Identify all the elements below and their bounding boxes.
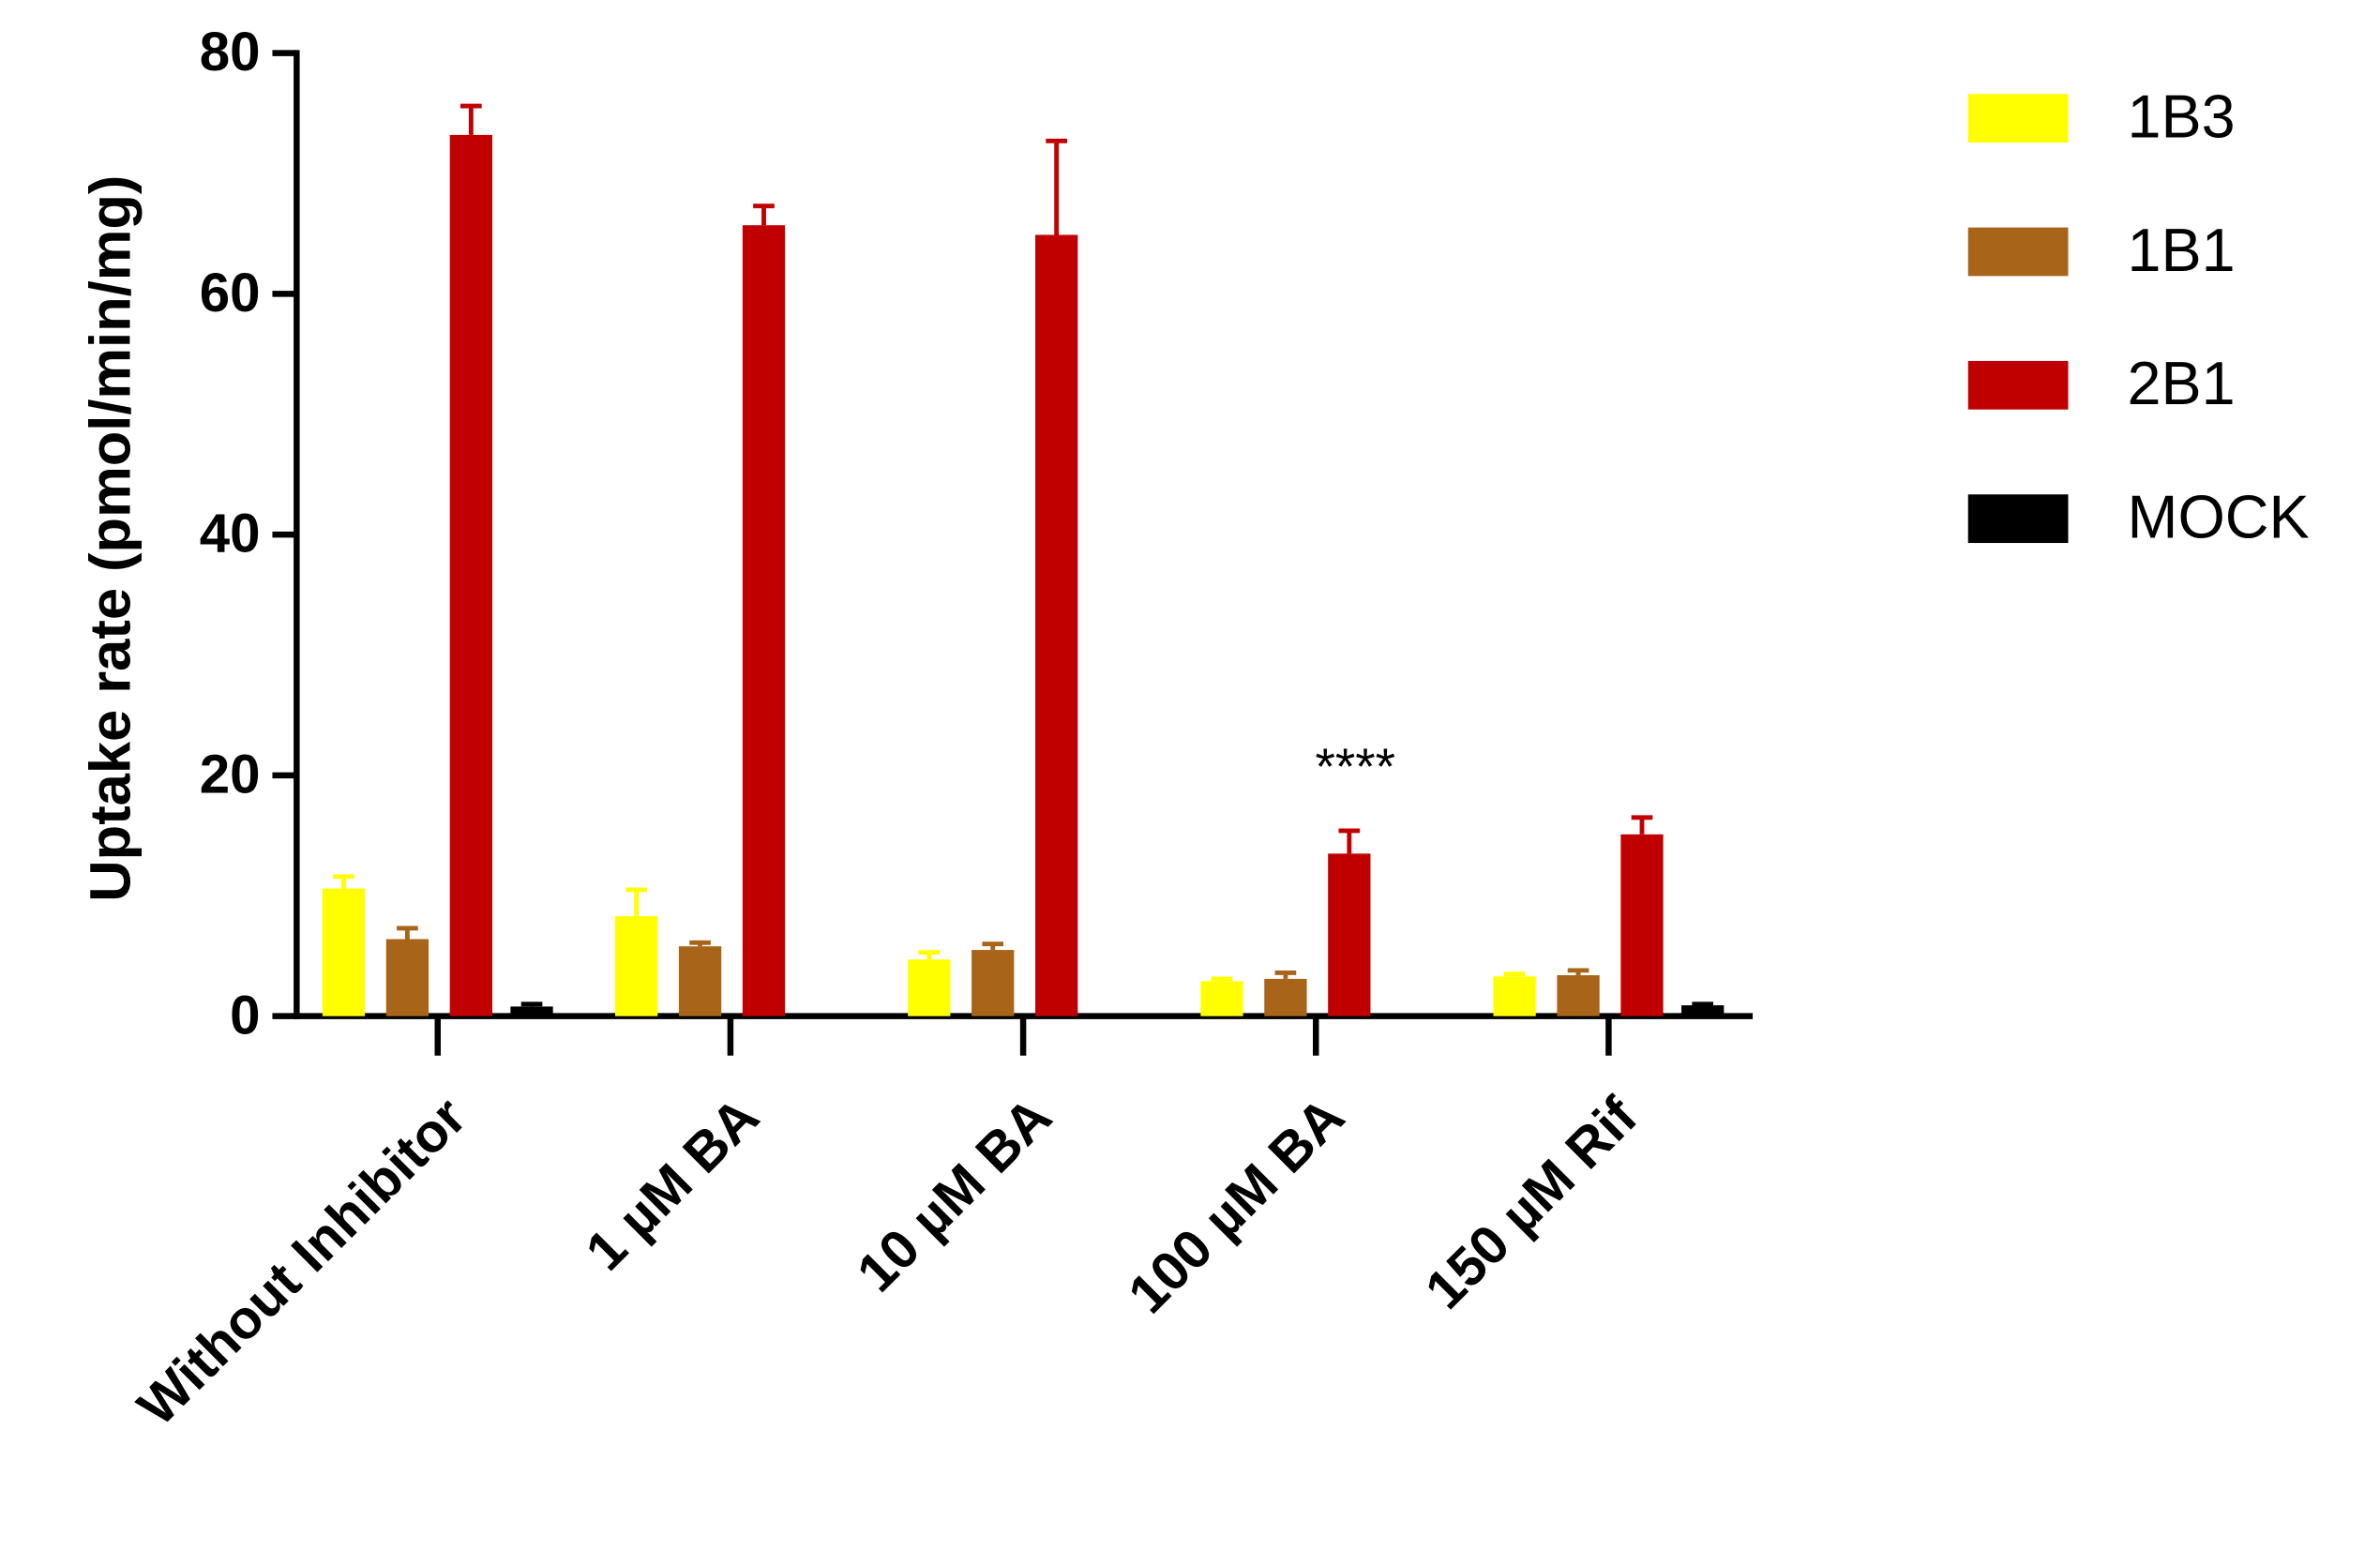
bar [1035, 234, 1078, 1016]
error-bar [397, 925, 418, 940]
bar [1493, 976, 1536, 1016]
y-tick-label: 0 [230, 985, 260, 1046]
error-bar [1631, 815, 1653, 835]
error-bar [1338, 828, 1361, 854]
bar [1328, 853, 1371, 1016]
x-tick-label: 10 µM BA [846, 1086, 1063, 1303]
bar [510, 1006, 553, 1016]
bar [1557, 975, 1600, 1016]
legend-label: 1B3 [2128, 82, 2236, 150]
error-bar [1046, 138, 1067, 235]
y-tick-label: 80 [200, 22, 261, 83]
error-bar [1274, 971, 1297, 979]
error-bar [1692, 1001, 1714, 1007]
bar [678, 946, 722, 1016]
x-tick-label: 1 µM BA [574, 1086, 770, 1282]
y-axis-label: Uptake rate (pmol/min/mg) [78, 175, 143, 902]
legend-label: 2B1 [2128, 349, 2236, 417]
bar [908, 959, 951, 1016]
annotation: **** [1316, 737, 1396, 795]
legend-swatch [1967, 494, 2069, 544]
bar [1620, 834, 1664, 1016]
bar [322, 888, 366, 1016]
error-bar [1211, 976, 1233, 982]
error-bar [625, 887, 647, 917]
y-tick-label: 60 [200, 263, 261, 324]
bar [1681, 1005, 1725, 1016]
bar [385, 939, 429, 1016]
bar [1200, 981, 1243, 1016]
legend-label: MOCK [2128, 482, 2310, 550]
legend-label: 1B1 [2128, 216, 2236, 284]
legend-swatch [1967, 360, 2069, 410]
error-bar [982, 941, 1004, 951]
error-bar [1503, 971, 1526, 977]
error-bar [689, 940, 711, 947]
x-tick-label: 100 µM BA [1117, 1086, 1356, 1325]
error-bar [460, 103, 482, 135]
y-tick-label: 20 [200, 745, 261, 805]
bar [742, 225, 786, 1016]
error-bar [333, 874, 354, 889]
bar [614, 916, 658, 1016]
error-bar [520, 1001, 543, 1007]
x-tick-label: Without Inhibitor [127, 1086, 478, 1437]
error-bar [753, 203, 775, 226]
x-tick-label: 150 µM Rif [1414, 1086, 1649, 1321]
legend-swatch [1967, 227, 2069, 277]
error-bar [1567, 968, 1589, 976]
y-tick-label: 40 [200, 504, 261, 564]
bar [1264, 978, 1307, 1016]
bar [449, 134, 492, 1016]
error-bar [918, 950, 941, 960]
bar [972, 950, 1015, 1016]
legend-swatch [1967, 94, 2069, 143]
